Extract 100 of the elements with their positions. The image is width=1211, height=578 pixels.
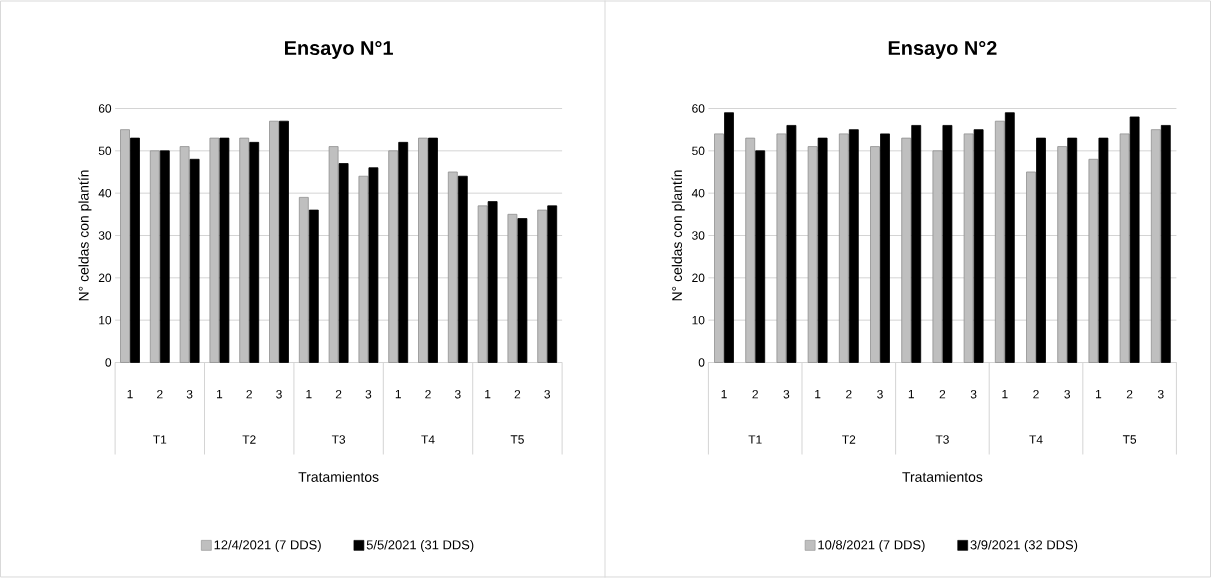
bar (963, 133, 974, 363)
bar (209, 137, 220, 363)
legend-label: 3/9/2021 (32 DDS) (970, 539, 1078, 552)
y-tick-label: 0 (105, 358, 112, 367)
bar (507, 213, 518, 363)
chart-title: Ensayo N°1 (285, 41, 393, 59)
bar (776, 133, 787, 363)
y-tick-label: 20 (98, 273, 112, 283)
bar (880, 133, 890, 363)
y-tick-label: 10 (99, 315, 112, 325)
x-tick-label: 1 (216, 390, 223, 399)
y-tick-label: 50 (98, 146, 112, 156)
bar (817, 137, 828, 363)
text: T3 (935, 435, 949, 444)
y-tick-label: 10 (692, 315, 705, 325)
bar (838, 133, 849, 363)
x-tick-label: 2 (425, 390, 431, 399)
bar (1057, 146, 1068, 363)
x-tick-label: 3 (454, 390, 461, 399)
x-tick-label: 1 (721, 390, 727, 399)
x-tick-label: 1 (815, 390, 821, 399)
y-tick-label: 30 (692, 231, 705, 240)
y-tick-label: 40 (691, 188, 705, 198)
bar (447, 171, 458, 363)
bar (189, 158, 200, 363)
x-tick-label: 2 (157, 390, 163, 399)
bar (1004, 112, 1015, 363)
bar (714, 133, 724, 363)
bar (973, 129, 984, 363)
x-tick-label: 3 (1064, 390, 1071, 399)
bar (120, 129, 130, 363)
bar (418, 137, 428, 363)
bar (358, 175, 369, 363)
x-tick-label: 3 (970, 390, 977, 399)
bar (807, 146, 818, 363)
bar (848, 129, 859, 363)
x-tick-label: 1 (395, 390, 401, 399)
bar (179, 146, 190, 363)
x-tick-label: 3 (1157, 390, 1164, 399)
x-axis-title: Tratamientos (902, 471, 983, 482)
bar (1088, 158, 1099, 363)
bar (388, 150, 399, 363)
bar (1129, 116, 1140, 363)
bar (724, 112, 734, 363)
bar (428, 137, 438, 363)
y-tick-label: 20 (692, 273, 705, 283)
bar (932, 150, 943, 363)
x-tick-label: 1 (1096, 390, 1102, 399)
bar (1036, 137, 1046, 363)
bar (368, 167, 379, 363)
y-tick-label: 50 (692, 146, 705, 156)
bar (911, 125, 922, 363)
bar (219, 137, 230, 363)
bar (537, 209, 548, 363)
bar (942, 125, 953, 363)
bar (457, 175, 468, 363)
bar (149, 150, 160, 363)
text: T5 (1122, 435, 1137, 444)
x-tick-label: 2 (246, 390, 252, 399)
text: T4 (421, 435, 435, 444)
text: T2 (842, 435, 856, 444)
bar (870, 146, 880, 363)
bar (269, 120, 279, 363)
bar (279, 120, 289, 363)
x-tick-label: 1 (908, 390, 914, 399)
y-tick-label: 60 (98, 104, 112, 113)
x-tick-label: 2 (335, 390, 342, 399)
bar (745, 137, 756, 363)
text: T3 (331, 435, 346, 444)
text: T2 (242, 435, 256, 444)
bar (1098, 137, 1109, 363)
bar (487, 201, 498, 363)
bar (338, 163, 349, 363)
bar (249, 141, 260, 363)
y-tick-label: 30 (98, 231, 112, 240)
x-tick-label: 2 (1126, 390, 1133, 399)
chart-title: Ensayo N°2 (888, 40, 997, 59)
bar (994, 120, 1005, 363)
bar (901, 137, 912, 363)
y-axis-title: N° celdas con plantín (671, 170, 685, 301)
bar (398, 141, 409, 363)
bar (477, 205, 488, 363)
bar (1026, 171, 1036, 363)
bar (298, 196, 309, 363)
bar (328, 146, 339, 363)
x-tick-label: 2 (514, 390, 521, 399)
y-tick-label: 60 (692, 104, 705, 113)
text: T5 (510, 435, 524, 444)
bar (755, 150, 766, 363)
bar (1067, 137, 1078, 363)
x-tick-label: 1 (306, 390, 312, 399)
legend-label: 12/4/2021 (7 DDS) (214, 539, 321, 552)
text: T4 (1029, 435, 1043, 444)
x-tick-label: 3 (877, 390, 883, 399)
y-tick-label: 0 (698, 358, 705, 367)
bar (517, 218, 528, 363)
y-tick-label: 40 (98, 188, 112, 198)
bar (786, 125, 797, 363)
text: T1 (153, 435, 167, 444)
bar (130, 137, 140, 363)
